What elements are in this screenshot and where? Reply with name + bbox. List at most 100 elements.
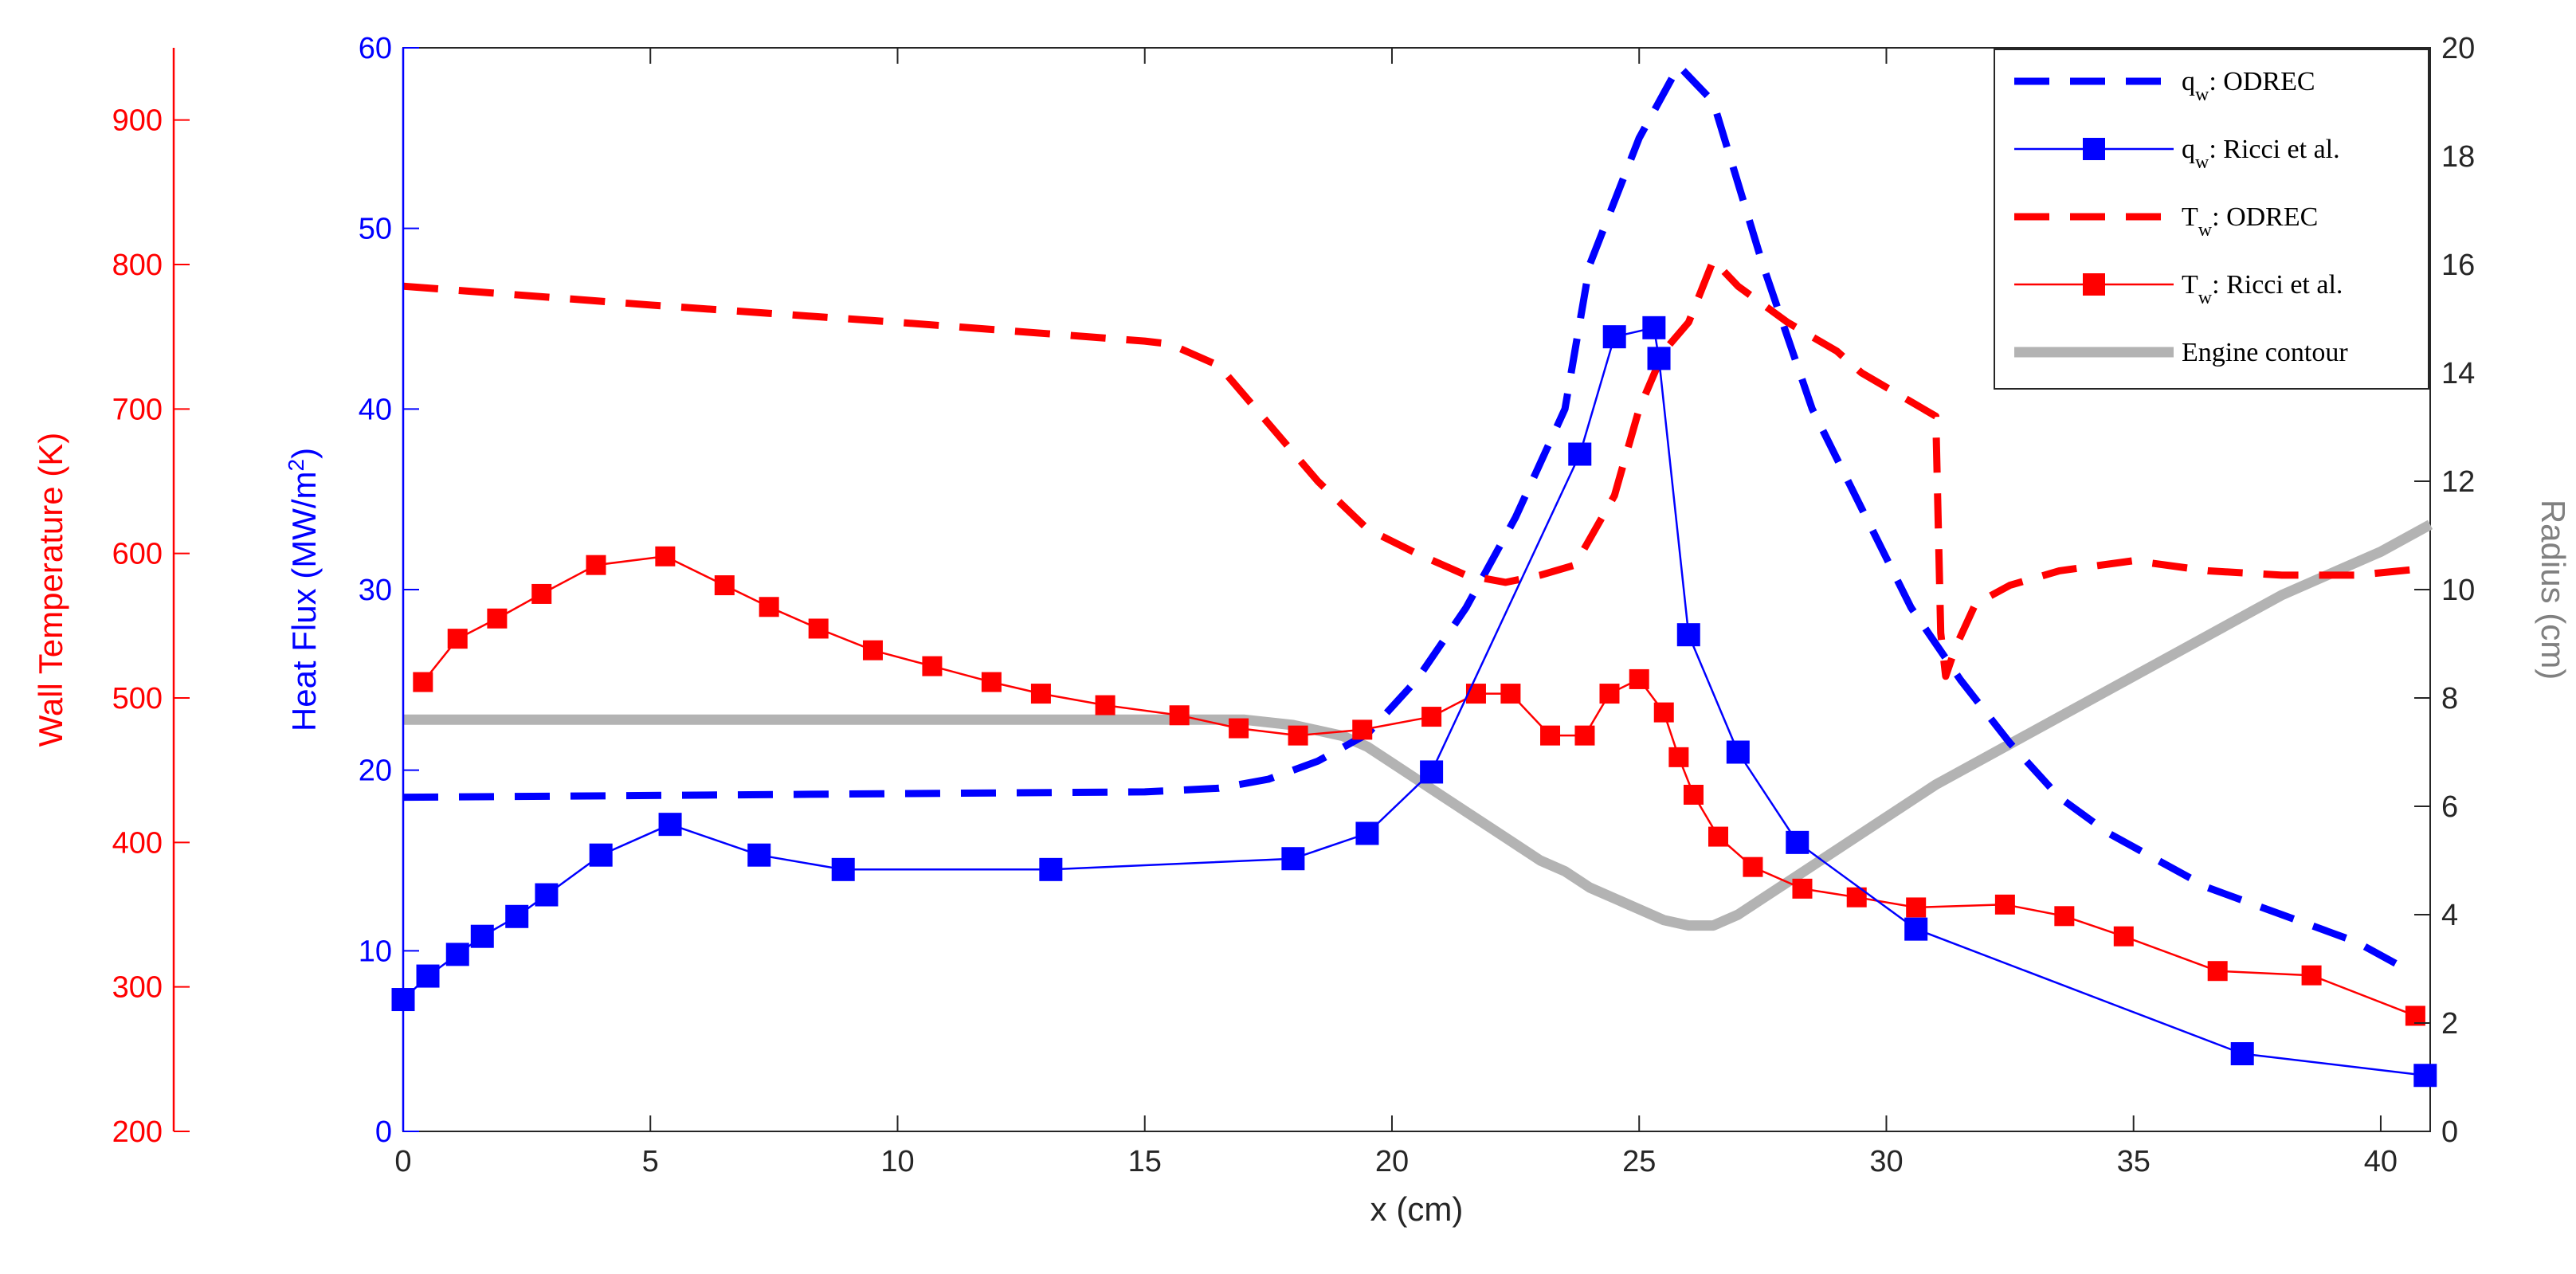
flux-tick-label: 50	[359, 213, 392, 246]
data-point	[1904, 917, 1928, 941]
data-point	[831, 857, 855, 881]
data-point	[487, 608, 508, 629]
data-point	[1676, 623, 1700, 647]
data-point	[1039, 857, 1063, 881]
radius-tick-label: 2	[2441, 1007, 2458, 1041]
temperature-tick-label: 600	[112, 538, 163, 571]
data-point	[413, 672, 433, 692]
legend-label-rest: : Ricci et al.	[2209, 135, 2339, 164]
data-point	[981, 672, 1002, 692]
temperature-axis-title: Wall Temperature (K)	[32, 433, 69, 747]
radius-tick-label: 6	[2441, 790, 2458, 824]
legend-entry-qw-ricci-et-al: qw: Ricci et al.	[2014, 135, 2340, 173]
data-point	[759, 597, 779, 617]
data-point	[1602, 325, 1626, 349]
legend-entry-qw-odrec: qw: ODREC	[2014, 67, 2315, 105]
legend-label-sub: w	[2195, 84, 2209, 105]
radius-tick-label: 10	[2441, 574, 2475, 607]
data-point	[1421, 707, 1442, 727]
legend-label: qw: Ricci et al.	[2182, 135, 2340, 173]
radius-tick-label: 18	[2441, 140, 2475, 174]
flux-axis-title-sup: 2	[284, 459, 308, 472]
data-point	[1743, 857, 1763, 877]
data-point	[535, 883, 559, 907]
flux-axis-title: Heat Flux (MW/m2)	[284, 448, 323, 731]
legend-label-rest: : ODREC	[2212, 202, 2318, 232]
data-point	[2113, 926, 2134, 947]
flux-axis-title-main: Heat Flux (MW/m	[285, 471, 323, 731]
legend-label-sub: w	[2195, 152, 2209, 173]
data-point	[862, 640, 883, 661]
series-layer	[391, 62, 2437, 1088]
data-point	[2207, 961, 2228, 982]
radius-tick-label: 4	[2441, 899, 2458, 932]
series-qw-odrec	[402, 62, 2408, 972]
radius-tick-label: 0	[2441, 1115, 2458, 1149]
legend-label-main: T	[2182, 202, 2198, 232]
data-point	[658, 813, 682, 837]
data-point	[1095, 695, 1115, 715]
data-point	[714, 575, 735, 596]
radius-tick-label: 12	[2441, 465, 2475, 499]
data-point	[1355, 821, 1379, 845]
data-point	[1708, 826, 1728, 847]
x-axis-title: x (cm)	[1370, 1190, 1464, 1228]
data-point	[2054, 906, 2075, 927]
data-point	[1647, 347, 1671, 370]
flux-tick-label: 30	[359, 574, 392, 607]
temperature-tick-label: 800	[112, 249, 163, 282]
data-point	[1500, 684, 1521, 704]
data-point	[1792, 878, 1813, 899]
data-point	[1599, 684, 1620, 704]
data-point	[2413, 1064, 2437, 1088]
data-point	[922, 656, 943, 676]
legend-entry-tw-odrec: Tw: ODREC	[2014, 202, 2318, 241]
data-point	[1994, 894, 2015, 915]
data-point	[2230, 1042, 2254, 1066]
data-point	[1683, 784, 1704, 805]
flux-tick-label: 40	[359, 393, 392, 426]
data-point	[1229, 718, 1249, 739]
x-tick-label: 15	[1128, 1145, 1162, 1178]
data-point	[655, 546, 676, 566]
radius-tick-label: 8	[2441, 682, 2458, 715]
data-point	[1846, 887, 1867, 907]
data-point	[1574, 725, 1595, 746]
series-tw-odrec	[402, 257, 2431, 680]
data-point	[1169, 705, 1190, 726]
data-point	[1642, 316, 1666, 339]
series-tw-ricci-et-al	[413, 546, 2425, 1026]
temperature-tick-label: 900	[112, 104, 163, 138]
legend-label-sub: w	[2198, 220, 2213, 241]
legend-label-main: T	[2182, 270, 2198, 300]
data-point	[1668, 747, 1689, 767]
legend-box	[1994, 49, 2429, 390]
data-point	[505, 904, 529, 928]
flux-tick-label: 60	[359, 32, 392, 65]
x-tick-label: 35	[2117, 1145, 2151, 1178]
flux-tick-label: 20	[359, 755, 392, 788]
data-point	[1352, 719, 1373, 740]
legend-entry-engine-contour: Engine contour	[2014, 338, 2348, 367]
data-point	[1288, 725, 1308, 746]
data-point	[1030, 684, 1051, 704]
temperature-tick-label: 200	[112, 1115, 163, 1149]
temperature-tick-label: 500	[112, 682, 163, 715]
legend-marker	[2083, 273, 2105, 296]
data-point	[1281, 847, 1305, 871]
legend-label-main: Engine contour	[2182, 338, 2348, 367]
qw-odrec-line	[402, 62, 2408, 972]
data-point	[1726, 740, 1750, 764]
x-tick-label: 0	[394, 1145, 411, 1178]
data-point	[1568, 442, 1592, 466]
temperature-tick-label: 300	[112, 971, 163, 1005]
tw-odrec-line	[402, 257, 2431, 680]
radius-axis-title: Radius (cm)	[2535, 500, 2572, 680]
radius-tick-label: 16	[2441, 249, 2475, 282]
x-tick-label: 40	[2364, 1145, 2398, 1178]
legend-label: qw: ODREC	[2182, 67, 2315, 105]
data-point	[470, 924, 494, 948]
x-tick-label: 10	[880, 1145, 914, 1178]
